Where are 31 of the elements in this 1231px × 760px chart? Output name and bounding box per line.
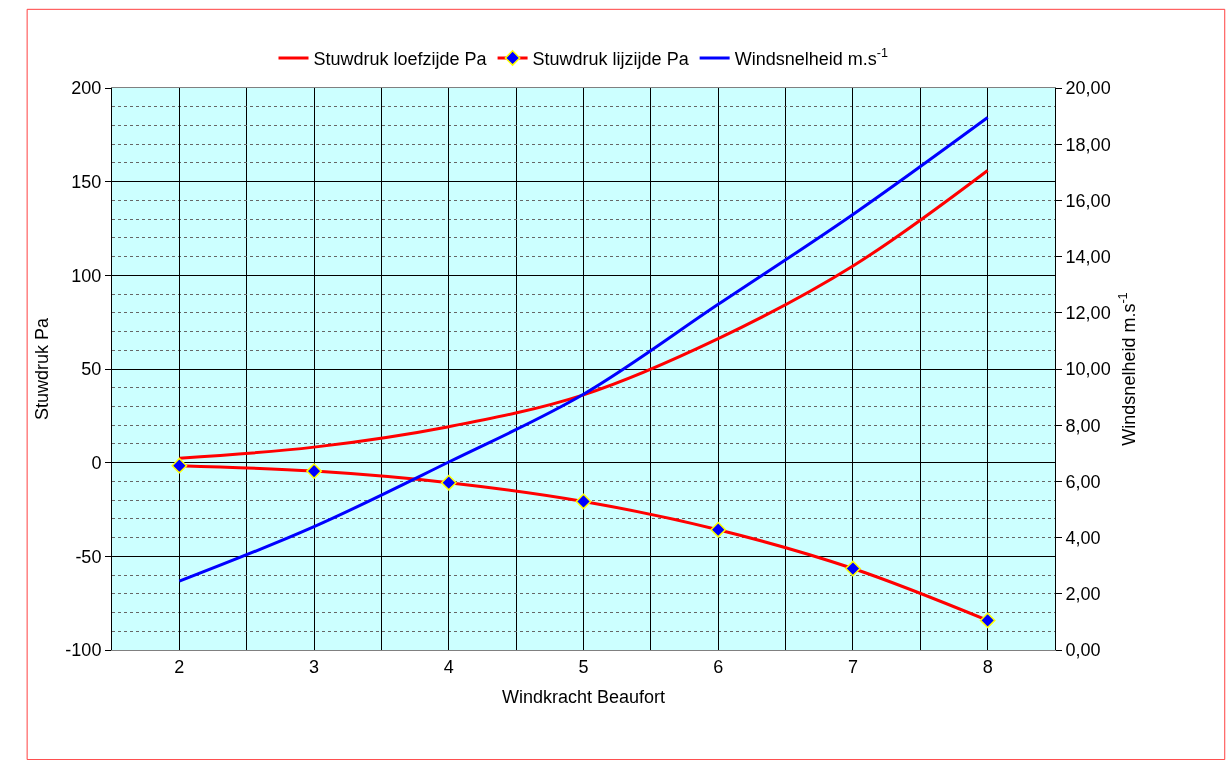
- y-axis-title: Stuwdruk Pa: [31, 316, 52, 421]
- y2-tick-label: 4,00: [1065, 527, 1101, 548]
- y2-tick-label: 14,00: [1065, 246, 1111, 267]
- y-tick-label: 50: [81, 359, 102, 380]
- y2-tick-label: 18,00: [1065, 134, 1111, 155]
- y2-tick-label: 12,00: [1065, 303, 1111, 324]
- y2-tick-label: 8,00: [1065, 415, 1101, 436]
- legend-label: Stuwdruk loefzijde Pa: [313, 48, 488, 69]
- legend-label: Windsnelheid m.s$^{-1}$: [734, 46, 888, 69]
- line-series: [177, 116, 990, 583]
- y-tick-label: -100: [65, 640, 102, 661]
- y-tick-label: 200: [71, 78, 102, 99]
- x-tick-label: 3: [309, 656, 320, 677]
- y2-tick-label: 10,00: [1065, 359, 1111, 380]
- legend-label: Stuwdruk lijzijde Pa: [532, 48, 690, 69]
- x-tick-label: 6: [713, 656, 724, 677]
- x-tick-label: 5: [578, 656, 589, 677]
- y2-tick-label: 0,00: [1065, 640, 1101, 661]
- y2-tick-label: 16,00: [1065, 190, 1111, 211]
- x-tick-label: 8: [982, 656, 993, 677]
- y-tick-label: 100: [71, 265, 102, 286]
- y-tick-label: 0: [91, 452, 102, 473]
- y2-tick-label: 6,00: [1065, 471, 1101, 492]
- y-tick-label: -50: [75, 546, 102, 567]
- x-tick-label: 2: [174, 656, 185, 677]
- x-axis-title: Windkracht Beaufort: [501, 686, 666, 707]
- y-tick-label: 150: [71, 171, 102, 192]
- y2-tick-label: 2,00: [1065, 584, 1101, 605]
- x-tick-label: 4: [443, 656, 454, 677]
- x-tick-label: 7: [847, 656, 858, 677]
- y2-tick-label: 20,00: [1065, 78, 1111, 99]
